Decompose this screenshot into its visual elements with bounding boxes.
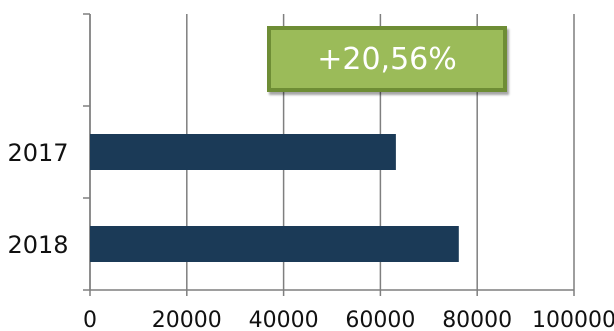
bar-2018 [90,226,459,262]
category-label: 2018 [7,231,68,259]
growth-annotation-text: +20,56% [317,41,457,77]
bar-2017 [90,134,396,170]
x-tick-label: 40000 [249,308,319,331]
growth-annotation-box: +20,56% [267,26,507,92]
x-tick-label: 100000 [532,308,614,331]
x-tick-label: 20000 [152,308,222,331]
category-label: 2017 [7,139,68,167]
x-tick-label: 0 [83,308,97,331]
x-tick-label: 80000 [442,308,512,331]
x-tick-label: 60000 [345,308,415,331]
